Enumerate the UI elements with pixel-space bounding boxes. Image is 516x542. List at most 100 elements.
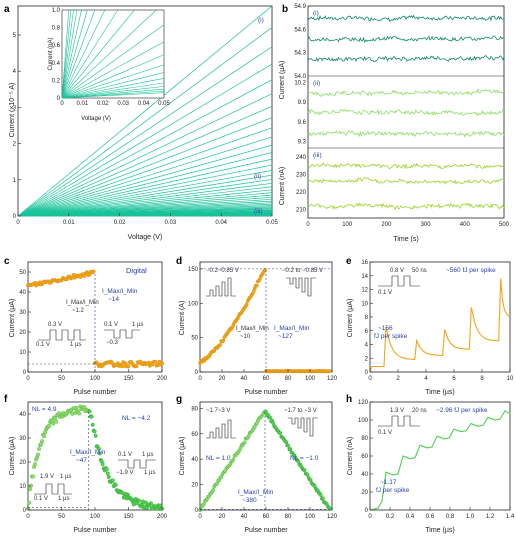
chart-a-inset-ytick-label: 0.2 — [52, 78, 61, 84]
chart-c-pulse-left-icon — [38, 330, 86, 340]
chart-a-inset-ylabel: Current (nA) — [48, 37, 54, 70]
chart-f-xtick-label: 50 — [58, 514, 65, 520]
chart-b-xtick-label: 500 — [499, 222, 510, 228]
chart-f-xtick-label: 150 — [123, 514, 134, 520]
chart-g-ratio: I_Max/I_Min — [238, 489, 274, 496]
chart-b-trace — [308, 89, 504, 96]
panel-label-e: e — [346, 256, 352, 267]
chart-h-xtick-label: 1.4 — [506, 514, 515, 520]
chart-g-ytick-label: 20 — [191, 483, 198, 489]
chart-b-trace — [308, 178, 504, 184]
chart-h-pulse-top: 1.3 V — [390, 408, 404, 414]
chart-c-point — [160, 362, 164, 366]
panel-label-c: c — [4, 256, 10, 267]
chart-f-ylabel: Current (µA) — [9, 437, 16, 476]
chart-f-point — [77, 412, 81, 416]
chart-c-xtick-label: 200 — [157, 376, 168, 382]
chart-h-xtick-label: 1.0 — [466, 514, 475, 520]
chart-a-inset-xtick-label: 0.03 — [117, 101, 129, 107]
chart-e-pulse-w: 50 ns — [412, 268, 427, 274]
panel-label-d: d — [176, 256, 182, 267]
chart-f-nl-right: NL = −4.2 — [122, 415, 151, 422]
chart-g-point — [279, 431, 282, 434]
chart-f-ratio-val: ~47 — [76, 457, 87, 464]
chart-h-energy-low-unit: fJ per spike — [376, 487, 410, 494]
chart-h-ytick-label: 40 — [361, 472, 368, 478]
chart-d-point — [219, 343, 222, 346]
chart-d-xtick-label: 40 — [241, 376, 248, 382]
chart-c-ytick-label: 10 — [19, 350, 26, 356]
chart-e-energy-high: ~560 fJ per spike — [446, 267, 496, 274]
chart-f-xtick-label: 100 — [90, 514, 101, 520]
chart-a-xtick-label: 0 — [16, 220, 20, 226]
chart-c-point — [135, 364, 139, 368]
chart-d-ylabel: Current (A) — [179, 301, 186, 336]
chart-e-ytick-label: 14 — [361, 274, 368, 280]
chart-b-axes: 54.954.654.354.010.29.99.69.324023022021… — [294, 4, 509, 228]
chart-f-point — [28, 487, 32, 491]
chart-a-inset-xtick-label: 0.05 — [158, 101, 170, 107]
chart-h-ytick-label: 100 — [358, 418, 369, 424]
chart-e-xtick-label: 8 — [480, 376, 484, 382]
chart-h-xtick-label: 0.6 — [426, 514, 435, 520]
chart-h-xtick-label: 0.8 — [446, 514, 455, 520]
chart-d-xtick-label: 20 — [219, 376, 226, 382]
chart-b: 54.954.654.354.010.29.99.69.324023022021… — [279, 4, 510, 243]
chart-h-xlabel: Time (µs) — [425, 527, 454, 534]
chart-b-ytick-label: 54.6 — [294, 27, 306, 33]
chart-d-point — [222, 339, 225, 342]
chart-g-xtick-label: 120 — [327, 514, 338, 520]
chart-c-xtick-label: 0 — [26, 376, 30, 382]
chart-d-xtick-label: 80 — [285, 376, 292, 382]
chart-a-inset-ytick-label: 1.0 — [52, 8, 61, 14]
chart-e-xtick-label: 2 — [396, 376, 400, 382]
chart-h-xtick-label: 0.2 — [386, 514, 395, 520]
chart-a-inset-xtick-label: 0.01 — [77, 101, 89, 107]
chart-a-xlabel: Voltage (V) — [128, 234, 163, 241]
chart-c-pulse-left-top: 0.3 V — [48, 322, 62, 328]
chart-e-xtick-label: 6 — [452, 376, 456, 382]
chart-d-ramp-right-icon — [286, 278, 316, 296]
chart-b-label-i: (i) — [313, 10, 319, 17]
chart-b-ytick-label: 210 — [296, 207, 307, 213]
chart-c-title: Digital — [126, 266, 147, 275]
chart-e-ytick-label: 2 — [365, 356, 369, 362]
chart-e-ylabel: Current (µA) — [347, 299, 354, 338]
chart-f-xlabel: Pulse number — [73, 527, 117, 534]
chart-a-label-iii: (iii) — [254, 208, 263, 215]
chart-c-pulse-left-w: 1 µs — [70, 342, 81, 348]
chart-a-xtick-label: 0.02 — [114, 220, 126, 226]
chart-f-point — [37, 447, 41, 451]
chart-d-ratio-left-val: ~10 — [240, 334, 251, 340]
chart-g-point — [303, 468, 306, 471]
chart-b-xtick-label: 300 — [421, 222, 432, 228]
chart-h-ytick-label: 120 — [358, 400, 369, 406]
chart-g-ramp-right-icon — [288, 418, 318, 436]
chart-g-point — [232, 458, 235, 461]
chart-f-point — [93, 430, 97, 434]
chart-g-ramp-right: ~1.7 to −3 V — [284, 408, 317, 414]
chart-d-point — [245, 303, 248, 306]
chart-b-ytick-label: 54.9 — [294, 4, 306, 10]
chart-b-xtick-label: 0 — [306, 222, 310, 228]
chart-a-inset-xtick-label: 0.04 — [138, 101, 150, 107]
chart-f-point — [91, 423, 95, 427]
chart-f-point — [107, 475, 111, 479]
chart-g-xtick-label: 20 — [219, 514, 226, 520]
chart-f-pulse-right-w2: 1 µs — [144, 470, 155, 476]
chart-g-ytick-label: 40 — [191, 457, 198, 463]
chart-f-point — [29, 484, 33, 488]
chart-h-energy-low: ~1.17 — [380, 479, 397, 486]
chart-c-ratio-left-val: ~1.2 — [72, 308, 85, 314]
chart-g-xtick-label: 0 — [198, 514, 202, 520]
chart-d-xtick-label: 120 — [327, 376, 338, 382]
chart-c-point — [127, 364, 131, 368]
chart-a-inset-xtick-label: 0 — [60, 101, 64, 107]
